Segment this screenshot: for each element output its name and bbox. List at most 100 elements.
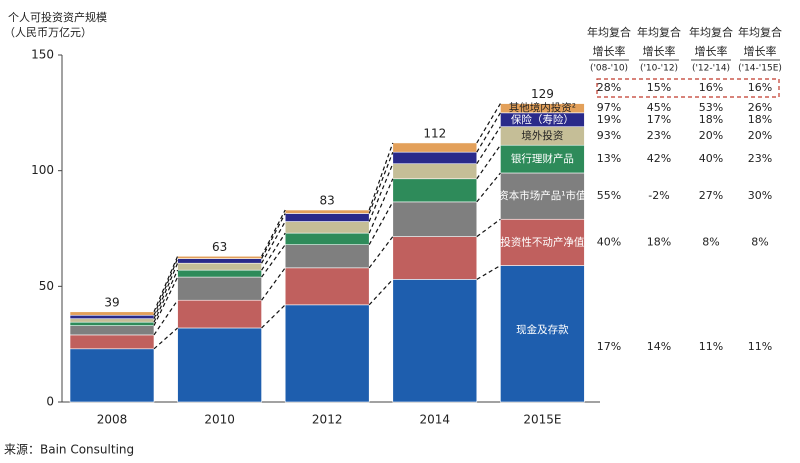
table-cell: 45% <box>647 101 671 114</box>
table-cell: 19% <box>597 113 621 126</box>
table-cell: 20% <box>748 129 772 142</box>
bar-segment <box>392 201 478 237</box>
table-cell: 18% <box>647 235 671 248</box>
x-tick-label: 2015E <box>523 413 561 427</box>
bar-segment <box>284 232 370 245</box>
bar-segment <box>69 314 155 320</box>
y-tick-label: 50 <box>39 279 54 293</box>
table-cell: 28% <box>597 81 621 94</box>
bar-segment <box>392 151 478 165</box>
total-label: 112 <box>423 126 446 140</box>
bar-segment <box>177 255 262 259</box>
table-header: ('12-'14) <box>692 64 730 74</box>
table-header: 年均复合 <box>738 25 782 39</box>
total-label: 63 <box>212 240 227 254</box>
total-label: 83 <box>320 193 335 207</box>
connector <box>368 236 394 269</box>
connector <box>476 264 501 280</box>
bar-segment <box>177 299 262 329</box>
bar-segment <box>177 269 262 278</box>
connector <box>261 213 286 259</box>
connector <box>368 278 394 306</box>
bar-segment <box>69 321 155 326</box>
connector <box>476 126 501 165</box>
x-tick-label: 2008 <box>97 413 128 427</box>
table-cell: 53% <box>699 101 723 114</box>
bar-segment <box>284 304 370 403</box>
bar-segment <box>392 279 478 403</box>
table-cell: 23% <box>647 129 671 142</box>
connector <box>476 218 501 238</box>
bar-segment <box>284 209 370 214</box>
bar-segment <box>500 103 585 114</box>
bar-segment <box>177 258 262 264</box>
table-cell: 17% <box>647 113 671 126</box>
bar-segment <box>69 325 155 336</box>
table-cell: 17% <box>597 340 621 353</box>
highlight-box <box>596 78 780 98</box>
table-cell: 55% <box>597 189 621 202</box>
table-header: 增长率 <box>695 44 728 58</box>
connector <box>368 163 394 222</box>
connector <box>153 327 178 350</box>
x-tick-label: 2012 <box>312 413 343 427</box>
table-header: 增长率 <box>643 44 676 58</box>
connector <box>476 172 501 203</box>
connector <box>153 256 179 313</box>
table-cell: 40% <box>597 235 621 248</box>
segment-label: 其他境内投资² <box>509 101 576 114</box>
bar-segment <box>392 236 478 280</box>
bar-segment <box>69 318 155 323</box>
connector <box>261 232 286 271</box>
connector <box>261 221 286 264</box>
connector <box>368 151 394 214</box>
bar-segment <box>177 327 262 403</box>
bar-segment <box>69 311 155 316</box>
total-label: 129 <box>531 87 554 101</box>
segment-label: 境外投资 <box>521 129 563 142</box>
connector <box>368 142 394 211</box>
bar-segment <box>392 142 478 153</box>
y-axis-label: （人民币万亿元） <box>4 26 92 39</box>
table-cell: 18% <box>699 113 723 126</box>
table-cell: 16% <box>748 81 772 94</box>
table-cell: 14% <box>647 340 671 353</box>
table-header: 年均复合 <box>689 25 733 39</box>
table-cell: 26% <box>748 101 772 114</box>
table-cell: 20% <box>699 129 723 142</box>
segment-label: 银行理财产品 <box>511 152 574 165</box>
segment-label: 保险（寿险） <box>511 113 574 126</box>
bar-segment <box>69 334 155 350</box>
connector <box>368 201 394 245</box>
connector <box>476 144 501 180</box>
table-header: ('08-'10) <box>590 64 628 74</box>
bar-segment <box>284 221 370 234</box>
connector <box>261 267 286 301</box>
table-header: 增长率 <box>744 44 777 58</box>
connector <box>153 258 179 316</box>
table-cell: 8% <box>702 235 719 248</box>
table-cell: 11% <box>699 340 723 353</box>
connector <box>476 103 501 144</box>
bar-segment <box>69 348 155 403</box>
bar-segment <box>284 267 370 306</box>
table-header: ('10-'12) <box>640 64 678 74</box>
table-cell: 30% <box>748 189 772 202</box>
bar-segment <box>392 178 478 203</box>
table-cell: 16% <box>699 81 723 94</box>
table-header: ('14-'15E) <box>738 64 782 74</box>
source: 来源：Bain Consulting <box>4 443 134 457</box>
table-cell: 11% <box>748 340 772 353</box>
segment-label: 投资性不动产净值 <box>500 235 584 248</box>
table-cell: 8% <box>751 235 768 248</box>
y-tick-label: 0 <box>46 395 54 409</box>
x-tick-label: 2010 <box>204 413 235 427</box>
bar-segment <box>177 276 262 301</box>
y-tick-label: 100 <box>31 163 54 177</box>
table-cell: -2% <box>648 189 669 202</box>
table-cell: 27% <box>699 189 723 202</box>
bar-segment <box>284 244 370 269</box>
table-cell: 93% <box>597 129 621 142</box>
table-header: 增长率 <box>593 44 626 58</box>
